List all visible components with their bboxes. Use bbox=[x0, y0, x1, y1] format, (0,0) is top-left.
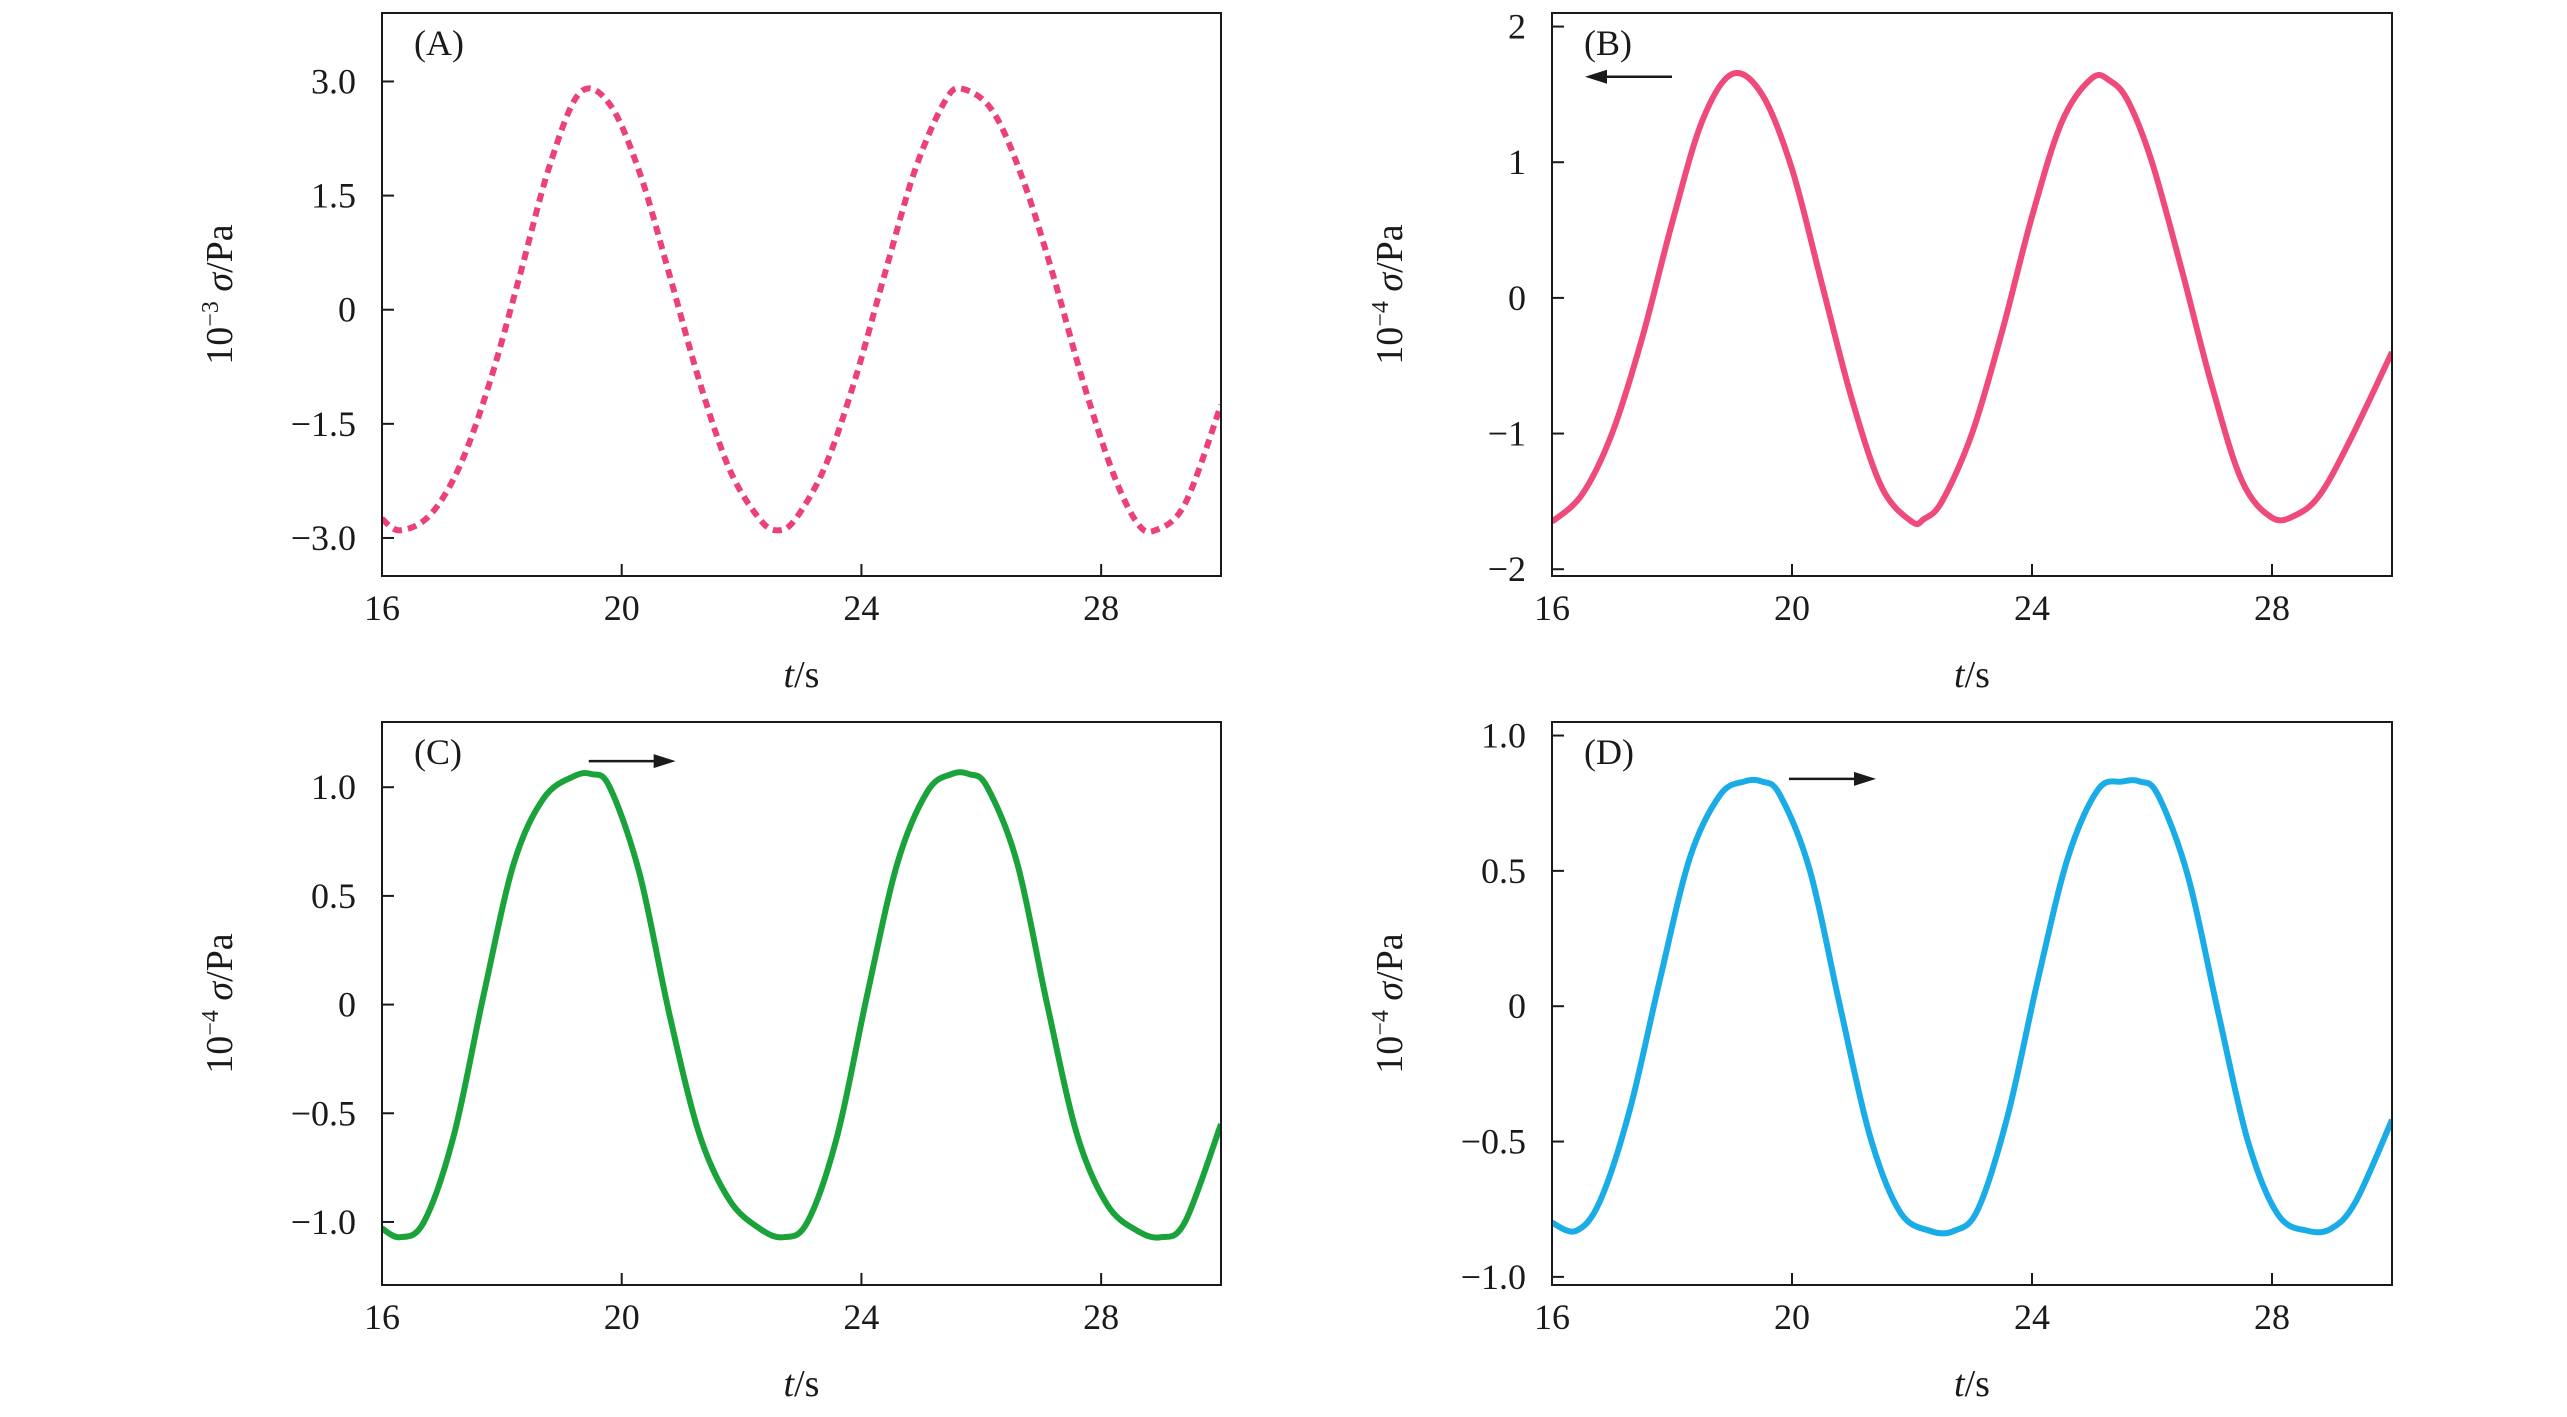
y-tick-label-c-1: −0.5 bbox=[291, 1093, 356, 1133]
y-tick-label-d-2: 0 bbox=[1508, 986, 1526, 1026]
y-axis-label-c: 10−4 σ/Pa bbox=[198, 933, 241, 1073]
panel-d: 16 20 24 28 −1.0 −0.5 0 0.5 1.0 (D) t/s 10−4 σ/Pa bbox=[1368, 716, 2393, 1405]
y-tick-label-c-4: 1.0 bbox=[311, 767, 356, 807]
arrow-head-b bbox=[1585, 69, 1607, 84]
arrow-annotation-c bbox=[588, 754, 676, 769]
x-tick-label-b-0: 16 bbox=[1534, 588, 1570, 628]
x-tick-label-c-0: 16 bbox=[364, 1297, 400, 1337]
y-tick-label-d-0: −1.0 bbox=[1461, 1257, 1526, 1297]
y-tick-label-b-2: 0 bbox=[1508, 278, 1526, 318]
y-tick-label-d-4: 1.0 bbox=[1481, 716, 1526, 756]
panel-label-b: (B) bbox=[1584, 23, 1632, 63]
x-tick-label-c-1: 20 bbox=[604, 1297, 640, 1337]
data-line-d-0 bbox=[1552, 776, 2392, 1237]
plot-frame-a bbox=[381, 12, 1222, 577]
x-tick-label-b-2: 24 bbox=[2014, 588, 2050, 628]
y-tick-label-a-3: 1.5 bbox=[311, 176, 356, 216]
panel-a: 16 20 24 28 −3.0 −1.5 0 1.5 3.0 (A) t/s 10−3 σ/Pa bbox=[198, 12, 1222, 696]
y-tick-label-b-4: 2 bbox=[1508, 7, 1526, 47]
y-tick-label-a-4: 3.0 bbox=[311, 61, 356, 101]
x-axis-label-a: t/s bbox=[784, 654, 820, 696]
x-tick-label-a-1: 20 bbox=[604, 588, 640, 628]
x-axis-label-c: t/s bbox=[784, 1363, 820, 1405]
x-tick-label-a-3: 28 bbox=[1083, 588, 1119, 628]
x-tick-label-c-3: 28 bbox=[1083, 1297, 1119, 1337]
y-axis-label-b: 10−4 σ/Pa bbox=[1368, 224, 1411, 364]
arrow-head-d bbox=[1854, 771, 1876, 786]
plot-frame-c bbox=[381, 721, 1222, 1286]
y-tick-label-d-1: −0.5 bbox=[1461, 1122, 1526, 1162]
plot-frame-d bbox=[1551, 721, 2393, 1286]
x-axis-label-b: t/s bbox=[1954, 654, 1990, 696]
x-tick-label-a-0: 16 bbox=[364, 588, 400, 628]
data-line-c-0 bbox=[382, 769, 1221, 1241]
y-axis-label-a: 10−3 σ/Pa bbox=[198, 224, 241, 364]
y-tick-label-c-3: 0.5 bbox=[311, 876, 356, 916]
y-tick-label-a-2: 0 bbox=[338, 290, 356, 330]
arrow-annotation-d bbox=[1789, 771, 1876, 786]
y-tick-label-b-0: −2 bbox=[1488, 549, 1526, 589]
x-tick-label-d-2: 24 bbox=[2014, 1297, 2050, 1337]
panel-label-c: (C) bbox=[414, 732, 462, 772]
panel-c: 16 20 24 28 −1.0 −0.5 0 0.5 1.0 (C) t/s 10−4 σ/Pa bbox=[198, 721, 1222, 1405]
panel-b: 16 20 24 28 −2 −1 0 1 2 (B) t/s 10−4 σ/Pa bbox=[1368, 7, 2393, 696]
x-tick-label-a-2: 24 bbox=[843, 588, 879, 628]
x-tick-label-d-3: 28 bbox=[2254, 1297, 2290, 1337]
data-line-a-0 bbox=[382, 85, 1221, 535]
y-tick-label-c-2: 0 bbox=[338, 985, 356, 1025]
x-tick-label-d-1: 20 bbox=[1774, 1297, 1810, 1337]
data-line-b-0 bbox=[1552, 69, 2392, 528]
arrow-annotation-b bbox=[1585, 69, 1672, 84]
panel-label-d: (D) bbox=[1584, 732, 1634, 772]
y-axis-label-d: 10−4 σ/Pa bbox=[1368, 933, 1411, 1073]
y-tick-label-b-3: 1 bbox=[1508, 142, 1526, 182]
y-tick-label-d-3: 0.5 bbox=[1481, 851, 1526, 891]
x-tick-label-b-1: 20 bbox=[1774, 588, 1810, 628]
y-tick-label-c-0: −1.0 bbox=[291, 1202, 356, 1242]
plot-frame-b bbox=[1551, 12, 2393, 577]
y-tick-label-b-1: −1 bbox=[1488, 414, 1526, 454]
x-tick-label-d-0: 16 bbox=[1534, 1297, 1570, 1337]
x-tick-label-c-2: 24 bbox=[843, 1297, 879, 1337]
arrow-head-c bbox=[653, 754, 676, 769]
x-axis-label-d: t/s bbox=[1954, 1363, 1990, 1405]
y-tick-label-a-0: −3.0 bbox=[291, 518, 356, 558]
y-tick-label-a-1: −1.5 bbox=[291, 404, 356, 444]
x-tick-label-b-3: 28 bbox=[2254, 588, 2290, 628]
panel-label-a: (A) bbox=[414, 23, 464, 63]
